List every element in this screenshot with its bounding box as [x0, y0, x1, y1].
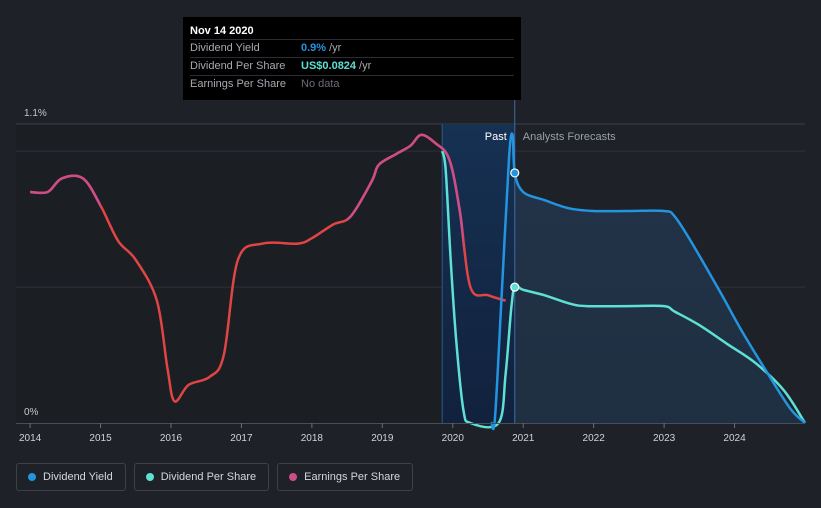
series-line-dividend-yield	[490, 132, 806, 431]
x-tick-label: 2017	[230, 433, 253, 444]
tooltip-label: Dividend Per Share	[190, 60, 286, 72]
x-tick-label: 2019	[371, 433, 394, 444]
x-tick-label: 2015	[89, 433, 112, 444]
x-tick-label: 2024	[723, 433, 746, 444]
tooltip: Nov 14 2020 Dividend Yield 0.9% /yr Divi…	[183, 17, 521, 100]
legend-item-dividend-per-share[interactable]: Dividend Per Share	[133, 463, 270, 491]
x-tick-label: 2022	[583, 433, 606, 444]
legend-dot-icon	[145, 473, 154, 481]
x-tick-label: 2021	[512, 433, 535, 444]
tooltip-value: 0.9%	[301, 42, 327, 54]
y-tick-label: 1.1%	[24, 108, 47, 119]
tooltip-unit: /yr	[359, 60, 372, 72]
forecast-area	[514, 172, 805, 423]
tooltip-label: Dividend Yield	[190, 42, 260, 54]
tooltip-date: Nov 14 2020	[190, 25, 254, 37]
legend-label: Earnings Per Share	[304, 471, 401, 483]
tooltip-row-dividend-yield: Dividend Yield 0.9% /yr	[190, 39, 514, 57]
past-region	[16, 124, 515, 423]
tooltip-row-dividend-per-share: Dividend Per Share US$0.0824 /yr	[190, 57, 514, 75]
legend: Dividend Yield Dividend Per Share Earnin…	[16, 463, 414, 491]
legend-dot-icon	[289, 473, 298, 481]
forecast-label: Analysts Forecasts	[523, 131, 616, 143]
tooltip-value: No data	[301, 78, 340, 90]
hover-point	[510, 168, 520, 178]
x-tick-label: 2023	[653, 433, 676, 444]
x-tick-label: 2016	[160, 433, 183, 444]
legend-label: Dividend Yield	[43, 471, 113, 483]
tooltip-unit: /yr	[329, 42, 342, 54]
x-tick-label: 2020	[442, 433, 465, 444]
x-axis: 2014 2015 2016 2017 2018 2019 2020 2021 2022 2023…	[16, 423, 805, 444]
series-line-dividend-per-share	[440, 150, 807, 429]
tooltip-value: US$0.0824	[301, 60, 357, 72]
series-group	[30, 132, 807, 431]
legend-item-earnings-per-share[interactable]: Earnings Per Share	[277, 463, 414, 491]
legend-label: Dividend Per Share	[160, 471, 257, 483]
legend-dot-icon	[28, 473, 36, 481]
series-line-earnings-per-share-overlay	[347, 133, 464, 252]
legend-item-dividend-yield[interactable]: Dividend Yield	[16, 463, 126, 491]
x-tick-label: 2014	[19, 433, 42, 444]
y-tick-label: 0%	[24, 407, 39, 418]
tooltip-row-earnings-per-share: Earnings Per Share No data	[190, 75, 514, 93]
hover-point	[510, 282, 520, 292]
y-axis-labels: 1.1% 0%	[24, 108, 47, 418]
past-label: Past	[485, 131, 507, 143]
tooltip-label: Earnings Per Share	[190, 78, 286, 90]
x-tick-label: 2018	[301, 433, 324, 444]
